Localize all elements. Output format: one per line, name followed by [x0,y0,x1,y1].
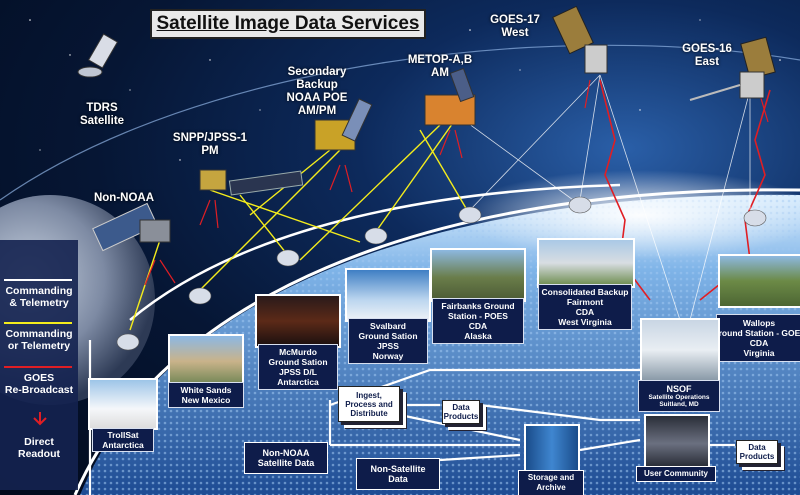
commanding-or-telemetry-lines [129,119,471,331]
user-community-box: User Community [636,466,716,482]
non-satellite-data-box: Non-Satellite Data [356,458,440,490]
non-noaa-label: Non-NOAA [93,192,155,204]
fairbanks-photo [430,248,526,302]
white-sands-photo [168,334,244,384]
trollsat-photo [88,378,158,430]
goes17-satellite [552,5,608,74]
legend-direct-readout: Direct Readout [18,436,60,460]
nsof-caption: NSOF Satellite Operations Suitland, MD [638,380,720,412]
non-noaa-satellite [92,202,171,252]
nsof-photo [640,318,720,382]
legend-line-yellow [4,322,72,324]
legend-cmd-telemetry: Commanding & Telemetry [5,285,73,309]
diagram-title: Satellite Image Data Services [156,13,420,34]
mcmurdo-photo [255,294,341,348]
legend-panel: Commanding & Telemetry Commanding or Tel… [0,240,78,490]
non-noaa-data-box: Non-NOAA Satellite Data [244,442,328,474]
data-products-box-2: Data Products [736,440,778,464]
snpp-satellite [199,169,304,196]
goes16-satellite [689,36,776,101]
direct-readout-arrows [144,79,769,286]
tdrs-satellite [77,33,119,78]
goes17-label: GOES-17 West [490,14,540,39]
goes16-label: GOES-16 East [682,43,732,68]
wallops-photo [718,254,800,308]
mcmurdo-caption: McMurdo Ground Sation JPSS D/L Antarctic… [258,344,338,390]
legend-goes-rebroadcast: GOES Re-Broadcast [4,372,74,396]
ground-antennas [116,196,767,351]
consolidated-caption: Consolidated Backup Fairmont CDA West Vi… [538,284,632,330]
legend-line-white [4,279,72,281]
fairbanks-caption: Fairbanks Ground Station - POES CDA Alas… [432,298,524,344]
nsof-subtitle: Satellite Operations Suitland, MD [648,394,710,408]
wallops-caption: Wallops Ground Station - GOES CDA Virgin… [712,314,800,362]
storage-photo [524,424,580,474]
consolidated-photo [537,238,635,288]
tdrs-label: TDRS Satellite [79,102,125,127]
trollsat-caption: TrollSat Antarctica [92,428,154,452]
snpp-label: SNPP/JPSS-1 PM [172,132,248,157]
sun-glow [460,170,800,260]
legend-cmd-or-telemetry: Commanding or Telemetry [5,328,73,352]
secondary-backup-label: Secondary Backup NOAA POE AM/PM [286,66,348,117]
svalbard-caption: Svalbard Ground Sation JPSS Norway [348,318,428,364]
white-sands-caption: White Sands New Mexico [168,382,244,408]
stars [29,19,781,161]
nsof-title: NSOF [666,384,692,394]
metop-label: METOP-A,B AM [407,54,473,79]
direct-readout-icon [33,412,47,426]
diagram-title-box: Satellite Image Data Services [150,9,426,39]
secondary-noaa-satellite [314,98,373,151]
metop-satellite [424,67,476,126]
svalbard-photo [345,268,431,322]
data-products-box-1: Data Products [442,400,480,424]
ingest-process-box: Ingest, Process and Distribute [338,386,400,422]
legend-line-red [4,366,72,368]
user-community-photo [644,414,710,468]
commanding-telemetry-lines [449,74,751,321]
storage-archive-box: Storage and Archive [518,470,584,495]
